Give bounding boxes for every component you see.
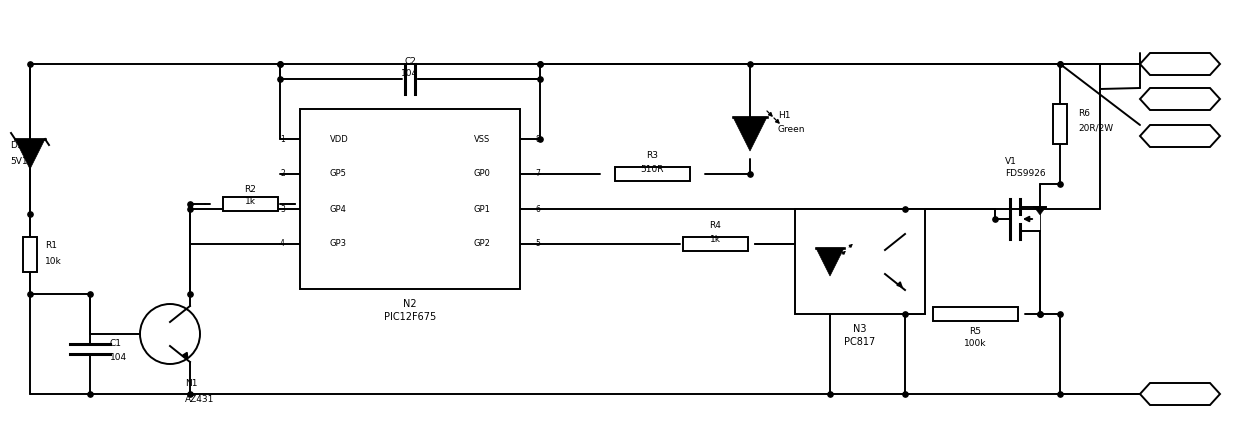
Text: 104: 104 <box>402 69 419 78</box>
Text: R3: R3 <box>646 151 658 161</box>
Text: V1: V1 <box>1004 156 1017 165</box>
Text: 4: 4 <box>280 240 285 248</box>
Text: GND: GND <box>1169 94 1192 104</box>
Bar <box>222 197 278 211</box>
Polygon shape <box>1140 88 1220 110</box>
Circle shape <box>140 304 200 364</box>
Text: R2: R2 <box>244 184 255 193</box>
Text: H1: H1 <box>777 112 791 120</box>
Polygon shape <box>1140 383 1220 405</box>
Text: 8: 8 <box>534 134 539 143</box>
Text: R5: R5 <box>968 327 981 337</box>
Text: 510R: 510R <box>641 165 665 173</box>
Text: R4: R4 <box>709 221 720 231</box>
Text: GP3: GP3 <box>330 240 347 248</box>
Text: 1: 1 <box>280 134 285 143</box>
Text: 5: 5 <box>534 240 539 248</box>
Text: BAT+: BAT+ <box>1167 131 1193 141</box>
Polygon shape <box>816 248 844 276</box>
Text: R6: R6 <box>1078 109 1090 118</box>
Bar <box>682 237 748 251</box>
Text: BAT-: BAT- <box>1169 389 1190 399</box>
Polygon shape <box>15 139 45 169</box>
Text: 20R/2W: 20R/2W <box>1078 123 1114 132</box>
Text: 5V1: 5V1 <box>10 156 27 165</box>
Text: D1: D1 <box>10 142 22 151</box>
Text: PC817: PC817 <box>844 337 875 347</box>
Text: 3: 3 <box>280 204 285 214</box>
Text: VSS: VSS <box>474 134 490 143</box>
Text: R1: R1 <box>45 242 57 251</box>
Text: GP2: GP2 <box>474 240 490 248</box>
Text: 100k: 100k <box>963 340 986 349</box>
Text: 6: 6 <box>534 204 539 214</box>
Text: GP0: GP0 <box>474 170 490 179</box>
Text: CTRL: CTRL <box>1168 59 1193 69</box>
Text: GP4: GP4 <box>330 204 347 214</box>
Text: 7: 7 <box>534 170 539 179</box>
Polygon shape <box>733 117 768 151</box>
Text: 2: 2 <box>280 170 285 179</box>
Text: Green: Green <box>777 125 806 134</box>
Text: FDS9926: FDS9926 <box>1004 170 1045 179</box>
Text: 1k: 1k <box>709 234 720 243</box>
Text: VDD: VDD <box>330 134 348 143</box>
Polygon shape <box>1140 53 1220 75</box>
Polygon shape <box>1140 125 1220 147</box>
Text: GP5: GP5 <box>330 170 347 179</box>
Polygon shape <box>1034 207 1047 215</box>
Bar <box>795 209 925 314</box>
Text: PIC12F675: PIC12F675 <box>384 312 436 322</box>
Text: AZ431: AZ431 <box>185 394 215 404</box>
Text: N1: N1 <box>185 379 197 388</box>
Bar <box>615 167 689 181</box>
Text: N3: N3 <box>853 324 867 334</box>
Text: 1k: 1k <box>244 196 255 206</box>
Bar <box>300 109 520 289</box>
Text: 104: 104 <box>110 354 128 363</box>
Text: GP1: GP1 <box>474 204 490 214</box>
Text: C1: C1 <box>110 340 122 349</box>
Text: N2: N2 <box>403 299 417 309</box>
Bar <box>24 237 37 271</box>
Bar <box>1053 104 1066 144</box>
Text: 10k: 10k <box>45 257 62 265</box>
Bar <box>932 307 1018 321</box>
Text: C2: C2 <box>404 56 415 65</box>
